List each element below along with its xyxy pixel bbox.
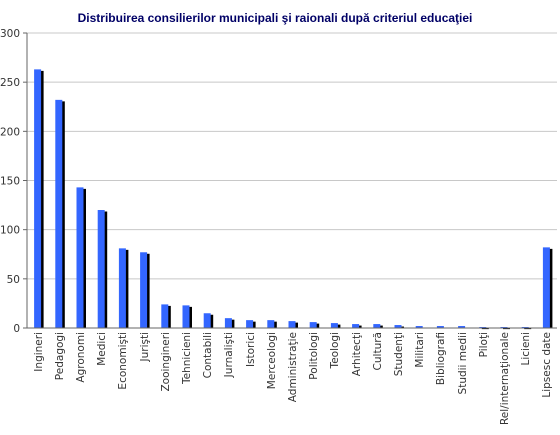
category-label: Medici	[96, 332, 108, 366]
category-label: Jurişti	[139, 332, 151, 363]
bar-shadow	[503, 328, 510, 330]
category-label: Economişti	[117, 332, 129, 390]
bar	[288, 321, 296, 328]
bar-shadow	[481, 328, 489, 330]
category-label: Zooingineri	[160, 332, 172, 392]
y-axis: 0 50 100 150 200 250 300	[0, 28, 28, 335]
bar	[436, 326, 444, 328]
bar	[118, 248, 126, 328]
bar	[224, 318, 232, 328]
y-tick-label: 50	[7, 274, 20, 286]
bar	[352, 324, 360, 328]
bars	[34, 69, 553, 330]
bar	[415, 326, 423, 328]
category-label: Istorici	[245, 332, 257, 367]
category-label: Studenţi	[393, 332, 405, 376]
category-label: Rel/internaţionale	[499, 332, 511, 425]
bar	[182, 305, 190, 328]
y-tick-label: 250	[0, 77, 20, 89]
y-tick-label: 300	[0, 28, 20, 40]
bar	[330, 323, 338, 328]
category-label: Administraţie	[287, 332, 299, 402]
category-label: Lipsesc date	[541, 332, 553, 398]
category-label: Politologi	[308, 332, 320, 380]
category-label: Piloţi	[478, 332, 490, 357]
category-label: Cultură	[372, 332, 384, 370]
gridlines	[27, 32, 557, 280]
bar	[34, 69, 42, 328]
category-label: Arhitecţi	[351, 332, 363, 376]
category-label: Contabili	[202, 332, 214, 378]
bar	[203, 313, 211, 328]
bar	[97, 210, 105, 328]
y-tick-label: 100	[0, 225, 20, 237]
x-axis: Ingineri Pedagogi Agronomi Medici Economişti…	[27, 327, 557, 425]
bar	[542, 247, 550, 328]
category-label: Tehnicieni	[181, 332, 193, 385]
bar	[76, 187, 84, 328]
bar	[394, 325, 402, 328]
y-tick-label: 150	[0, 176, 20, 188]
bar	[373, 324, 381, 328]
category-label: Merceologi	[266, 332, 278, 389]
bar	[161, 304, 169, 328]
bar	[246, 320, 254, 328]
bar	[267, 320, 275, 328]
category-label: Agronomi	[75, 332, 87, 383]
category-label: Licieni	[520, 332, 532, 366]
y-tick-label: 0	[13, 323, 20, 335]
bar	[140, 252, 148, 328]
category-label: Militari	[414, 332, 426, 368]
bar	[55, 99, 63, 328]
bar	[309, 322, 317, 328]
category-label: Bibliografi	[435, 332, 447, 385]
category-label: Ingineri	[33, 332, 45, 372]
bar	[458, 326, 466, 328]
category-label: Jurnalişti	[223, 332, 235, 378]
chart-title: Distribuirea consilierilor municipali şi…	[78, 11, 473, 25]
category-label: Pedagogi	[54, 332, 66, 380]
y-tick-label: 200	[0, 126, 20, 138]
category-label: Studii medii	[457, 332, 469, 394]
bar-shadow	[524, 328, 532, 330]
category-label: Teologi	[329, 332, 341, 369]
